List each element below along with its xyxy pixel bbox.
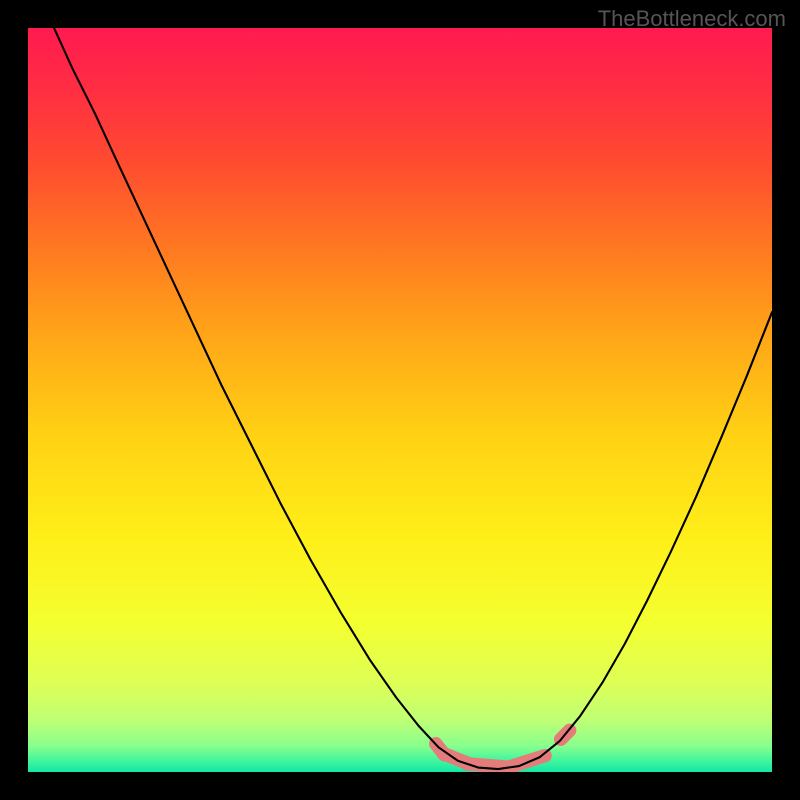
chart-background-gradient [28, 28, 772, 772]
bottleneck-chart-svg [28, 28, 772, 772]
stage: TheBottleneck.com [0, 0, 800, 800]
watermark-text: TheBottleneck.com [598, 6, 786, 32]
bottleneck-chart [28, 28, 772, 772]
